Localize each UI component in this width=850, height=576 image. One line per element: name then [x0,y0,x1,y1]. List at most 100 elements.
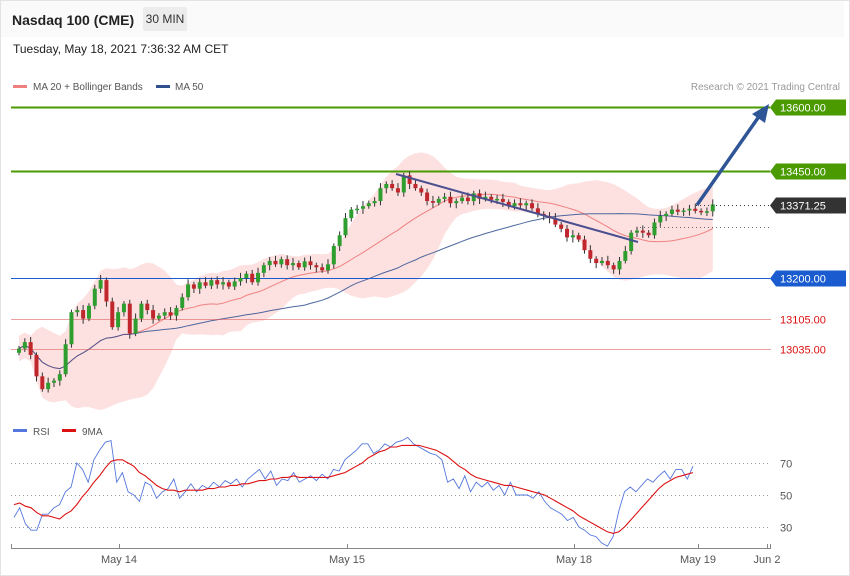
candle [430,195,435,208]
legend-swatch-ma50 [156,85,170,88]
legend-rsi-label: RSI [33,427,50,438]
candle-body [92,288,97,306]
candle-body [162,312,167,316]
candle [34,352,39,382]
candle [28,336,33,360]
level-tag-13200.00 [770,270,846,287]
candle-body [378,188,383,202]
candle [325,259,330,274]
candle [57,370,62,386]
candle [221,277,226,290]
candle-body [279,259,284,265]
candle-body [477,193,482,199]
candle [75,306,80,317]
candle-body [349,209,354,219]
candle-body [390,183,395,189]
candle [518,198,523,210]
candle-body [291,263,296,266]
candle-body [699,210,704,213]
candle-body [343,218,348,236]
candle-body [34,354,39,377]
candle [652,218,657,239]
candle-body [535,208,540,214]
candle [384,181,389,194]
candle [250,269,255,285]
candle [664,211,669,222]
candle [425,188,430,206]
credit-text: Research © 2021 Trading Central [691,82,840,93]
candle-body [197,282,202,289]
candle [92,284,97,310]
candle-body [652,222,657,236]
candle-body [285,259,290,266]
candle [343,213,348,238]
candle-body [384,183,389,189]
candle [116,307,121,331]
candle [215,276,220,289]
candle [390,180,395,191]
candle [98,275,103,293]
level-tag-13600.00 [770,99,846,116]
candle-body [22,342,27,349]
candle [681,207,686,217]
x-tick-label: May 18 [556,554,592,566]
candle [646,230,651,238]
candle [174,305,179,321]
level-label-13035.00: 13035.00 [780,345,826,357]
candle-body [46,382,51,390]
candle-body [127,303,132,334]
candle-body [559,224,564,229]
candle [256,267,261,286]
candle [594,256,599,269]
candle-body [51,380,56,383]
candle [156,313,161,322]
candle-body [506,201,511,207]
candle [355,204,360,214]
candle-body [221,282,226,285]
candle-body [156,315,161,319]
last-price-tag [770,197,846,214]
candle [704,207,709,217]
candle-body [191,284,196,289]
candle-body [116,312,121,328]
candle-body [605,260,610,266]
candle-body [180,297,185,308]
candle [81,304,86,324]
legend-ma50-label: MA 50 [175,82,204,93]
candle-body [425,192,430,202]
interval-selector[interactable]: 30 MIN [143,7,187,31]
candle-body [145,303,150,311]
candle [22,338,27,352]
candle [669,205,674,217]
candle [419,185,424,196]
level-tag-text-13200.00: 13200.00 [780,274,826,286]
candle-body [86,305,91,319]
candle-body [244,273,249,278]
candle-body [17,348,21,353]
candle [110,297,115,330]
rsi-lines [13,436,694,547]
candle-body [419,188,424,193]
candle-body [442,196,447,199]
candle-body [209,280,214,286]
candle-body [524,203,529,206]
candle-body [407,175,412,184]
rsi-gridlines: 70 50 30 [11,459,792,535]
candle-body [413,183,418,189]
candle-body [337,235,342,246]
rsi-ma-line [13,444,694,534]
candle [576,232,581,243]
candle [133,313,138,337]
candle-body [693,208,698,211]
candle [121,301,126,317]
level-tag-text-13450.00: 13450.00 [780,167,826,179]
candle-body [174,307,179,316]
candle-body [331,245,336,265]
candle [232,277,237,290]
candle [17,345,21,356]
candle [675,204,680,216]
candle [378,183,383,206]
candle [448,191,453,208]
price-levels [11,106,771,350]
candle-body [460,197,465,202]
